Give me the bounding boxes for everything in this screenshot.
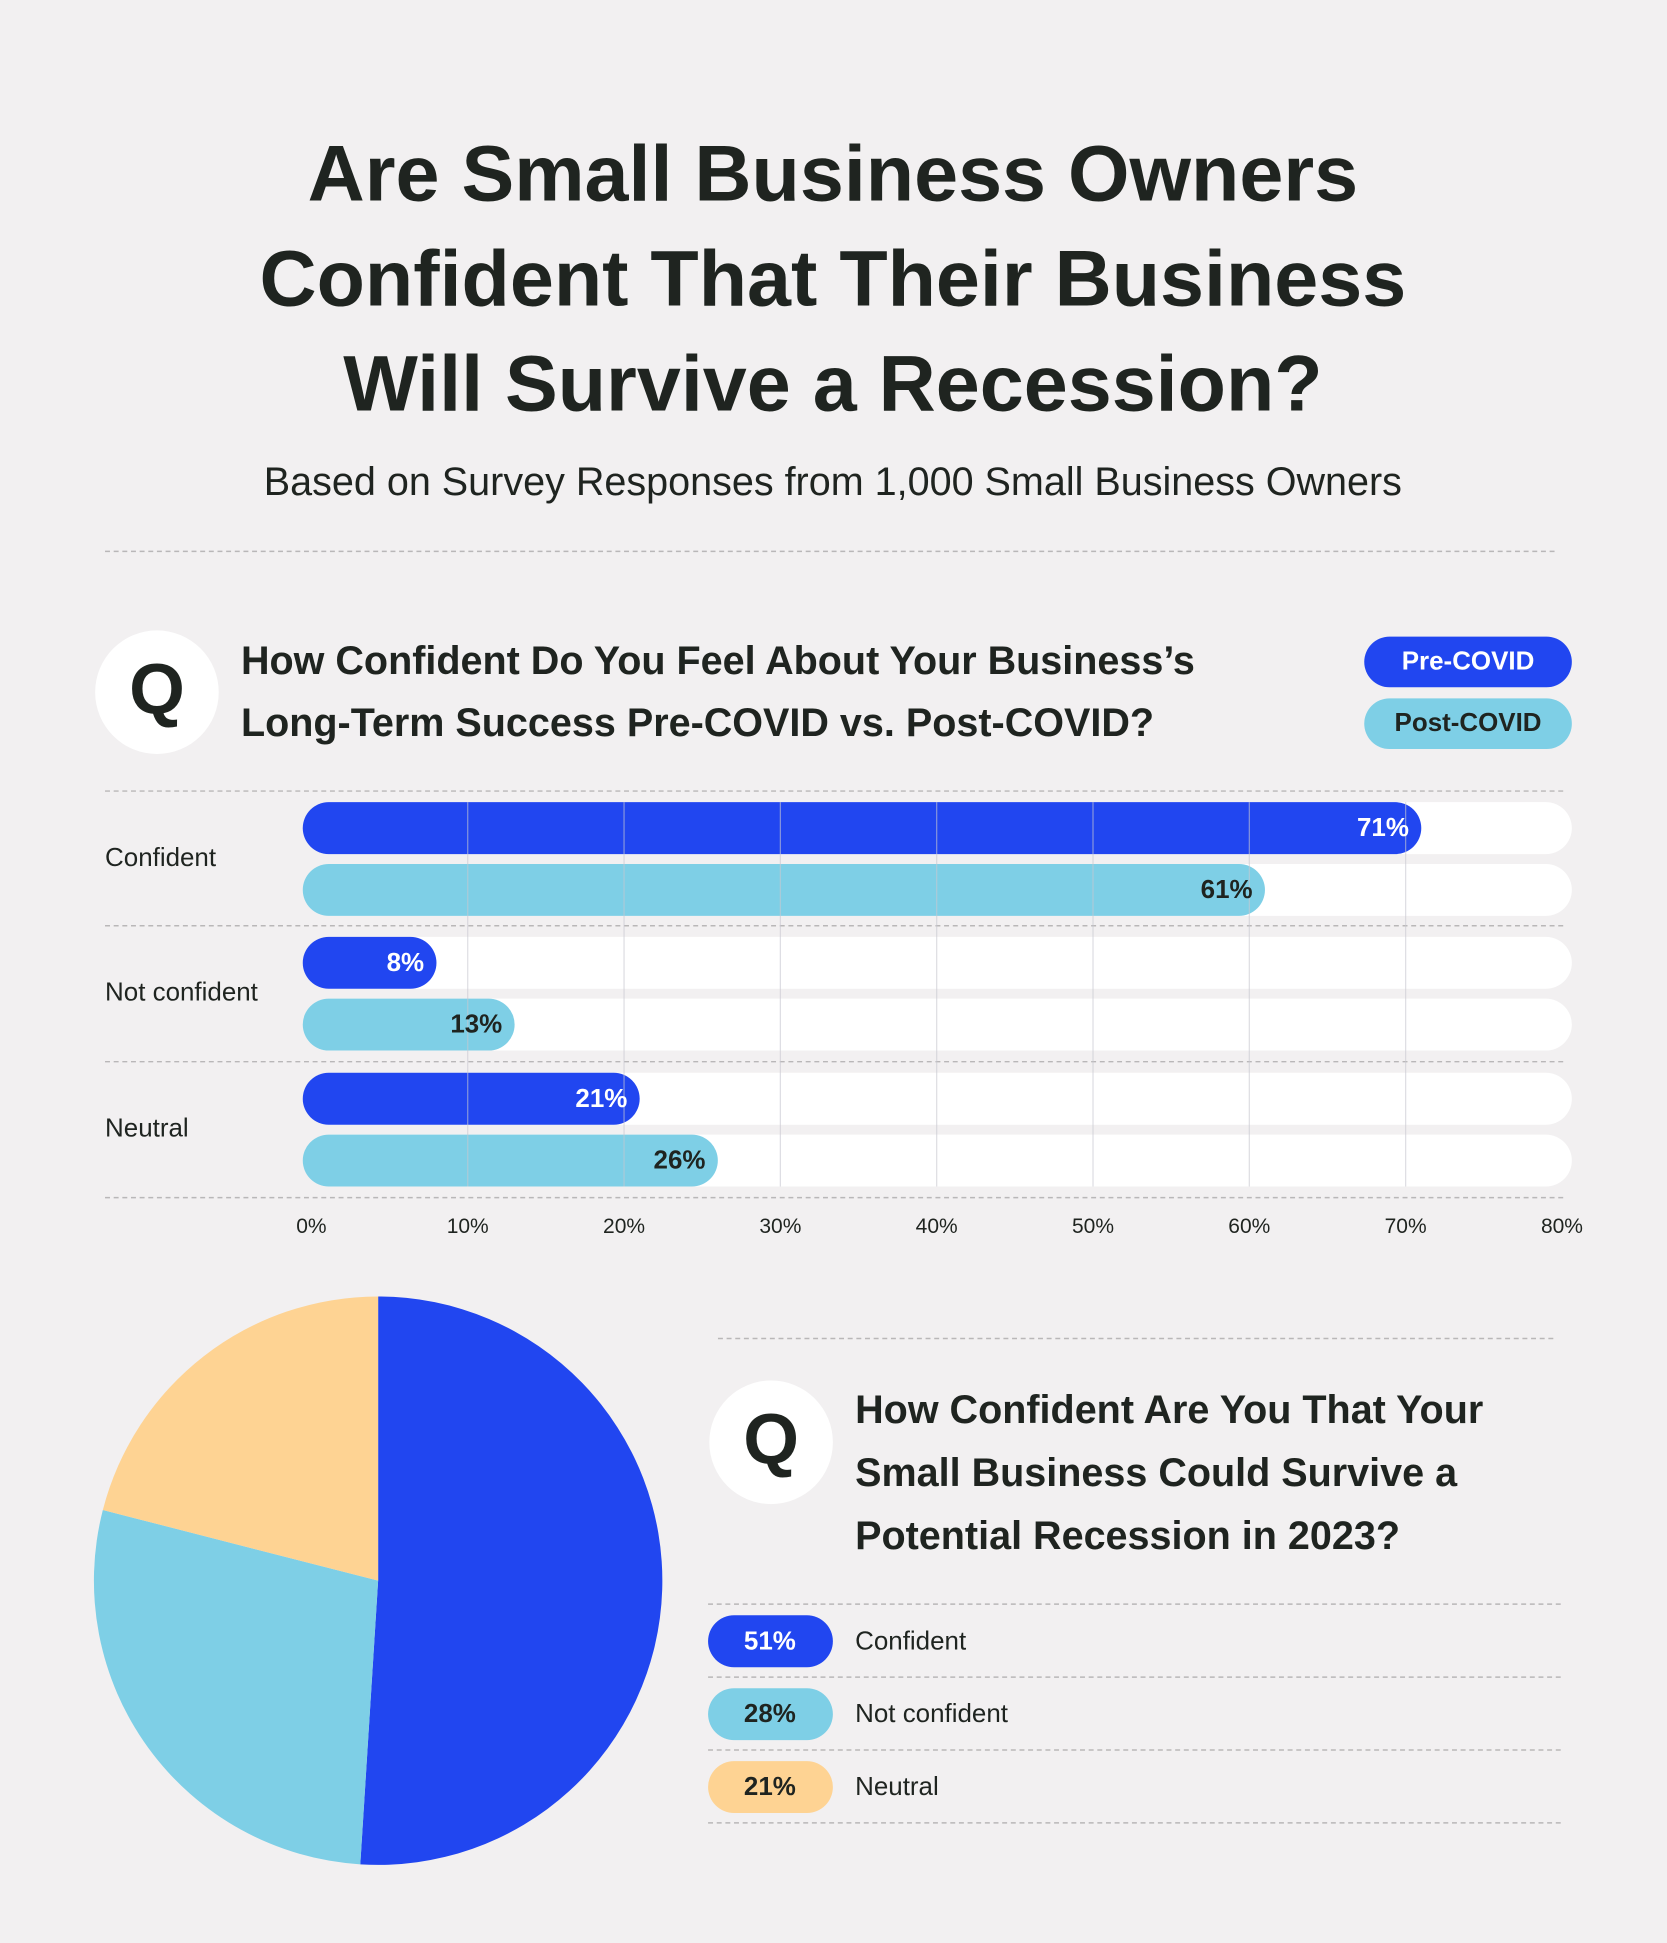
legend-label: Confident [855,1627,967,1655]
x-tick-label: 0% [296,1215,326,1238]
title-line: Are Small Business Owners [308,128,1358,217]
legend-value: 21% [744,1773,796,1801]
bar-value-label: 8% [387,949,425,977]
pie-slice [102,1296,379,1581]
bar-value-label: 13% [450,1011,502,1039]
legend-label: Post-COVID [1395,709,1542,737]
legend-pill [708,1688,833,1741]
title-line: Will Survive a Recession? [343,338,1322,427]
x-tick-label: 70% [1385,1215,1427,1238]
legend-label: Neutral [855,1773,939,1801]
badge-circle [95,630,219,754]
legend-pill [708,1761,833,1814]
x-tick-label: 80% [1541,1215,1583,1238]
title-line: Confident That Their Business [260,233,1407,322]
badge-circle [709,1380,833,1505]
category-label: Not confident [105,979,259,1007]
bar-value-label: 21% [575,1085,627,1113]
pie-slice [360,1296,663,1865]
badge: Q [129,650,185,730]
subtitle: Based on Survey Responses from 1,000 Sma… [264,460,1402,504]
question-line: How Confident Do You Feel About Your Bus… [241,639,1195,683]
x-tick-label: 60% [1228,1215,1270,1238]
x-tick-label: 10% [447,1215,489,1238]
question-line: Long-Term Success Pre-COVID vs. Post-COV… [241,701,1154,745]
pie-slice [93,1510,379,1865]
bar [302,1072,640,1125]
x-tick-label: 20% [603,1215,645,1238]
legend-label: Not confident [855,1700,1009,1728]
question-line: Small Business Could Survive a [855,1451,1458,1495]
legend-value: 51% [744,1627,796,1655]
bar-value-label: 71% [1357,814,1409,842]
badge: Q [743,1400,799,1480]
question-line: How Confident Are You That Your [855,1388,1483,1432]
legend-pill [1364,636,1572,688]
category-label: Confident [105,844,217,872]
legend-label: Pre-COVID [1402,647,1535,675]
x-tick-label: 40% [916,1215,958,1238]
x-tick-label: 50% [1072,1215,1114,1238]
legend-pill [708,1615,833,1668]
legend-value: 28% [744,1700,796,1728]
question-line: Potential Recession in 2023? [855,1514,1400,1558]
x-tick-label: 30% [759,1215,801,1238]
bar [302,936,437,989]
legend-pill [1364,698,1572,750]
bar-value-label: 61% [1201,876,1253,904]
bar [302,863,1265,916]
bar-value-label: 26% [654,1147,706,1175]
bar [302,1134,718,1187]
bar [302,802,1422,855]
bar [302,998,515,1051]
category-label: Neutral [105,1115,189,1143]
